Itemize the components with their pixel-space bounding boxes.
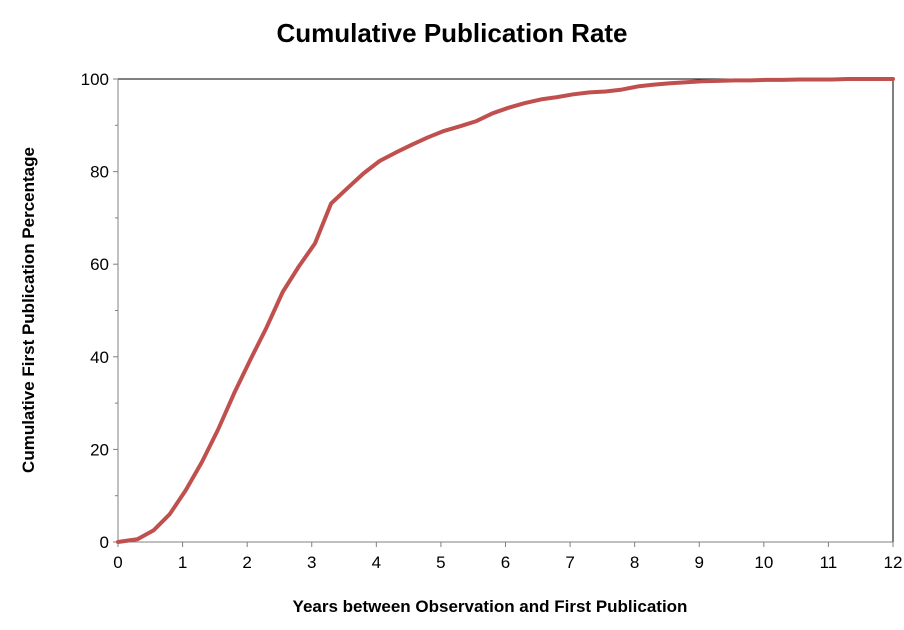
y-tick-label: 80: [90, 163, 109, 182]
x-tick-label: 5: [436, 553, 445, 572]
x-tick-label: 7: [565, 553, 574, 572]
x-tick-label: 1: [178, 553, 187, 572]
plot-area: [117, 78, 894, 543]
x-tick-label: 6: [501, 553, 510, 572]
x-tick-label: 2: [242, 553, 251, 572]
y-tick-label: 60: [90, 255, 109, 274]
y-tick-label: 20: [90, 440, 109, 459]
y-tick-label: 40: [90, 348, 109, 367]
x-tick-label: 0: [113, 553, 122, 572]
y-axis-ticks: 0 20 40 60 80 100: [81, 70, 118, 552]
x-tick-label: 4: [372, 553, 381, 572]
x-tick-label: 11: [820, 553, 838, 572]
y-tick-label: 100: [81, 70, 109, 89]
series-group: [116, 77, 895, 544]
x-axis-ticks: 0 1 2 3 4 5 6 7 8 9 10 11 12: [113, 542, 902, 572]
x-tick-label: 8: [630, 553, 639, 572]
chart-title: Cumulative Publication Rate: [276, 18, 627, 48]
x-axis-label: Years between Observation and First Publ…: [293, 597, 688, 616]
x-tick-label: 3: [307, 553, 316, 572]
y-tick-label: 0: [100, 533, 109, 552]
x-tick-label: 9: [695, 553, 704, 572]
x-tick-label: 12: [884, 553, 903, 572]
y-axis-label: Cumulative First Publication Percentage: [19, 147, 38, 473]
x-tick-label: 10: [754, 553, 773, 572]
series-line-0: [116, 77, 895, 544]
